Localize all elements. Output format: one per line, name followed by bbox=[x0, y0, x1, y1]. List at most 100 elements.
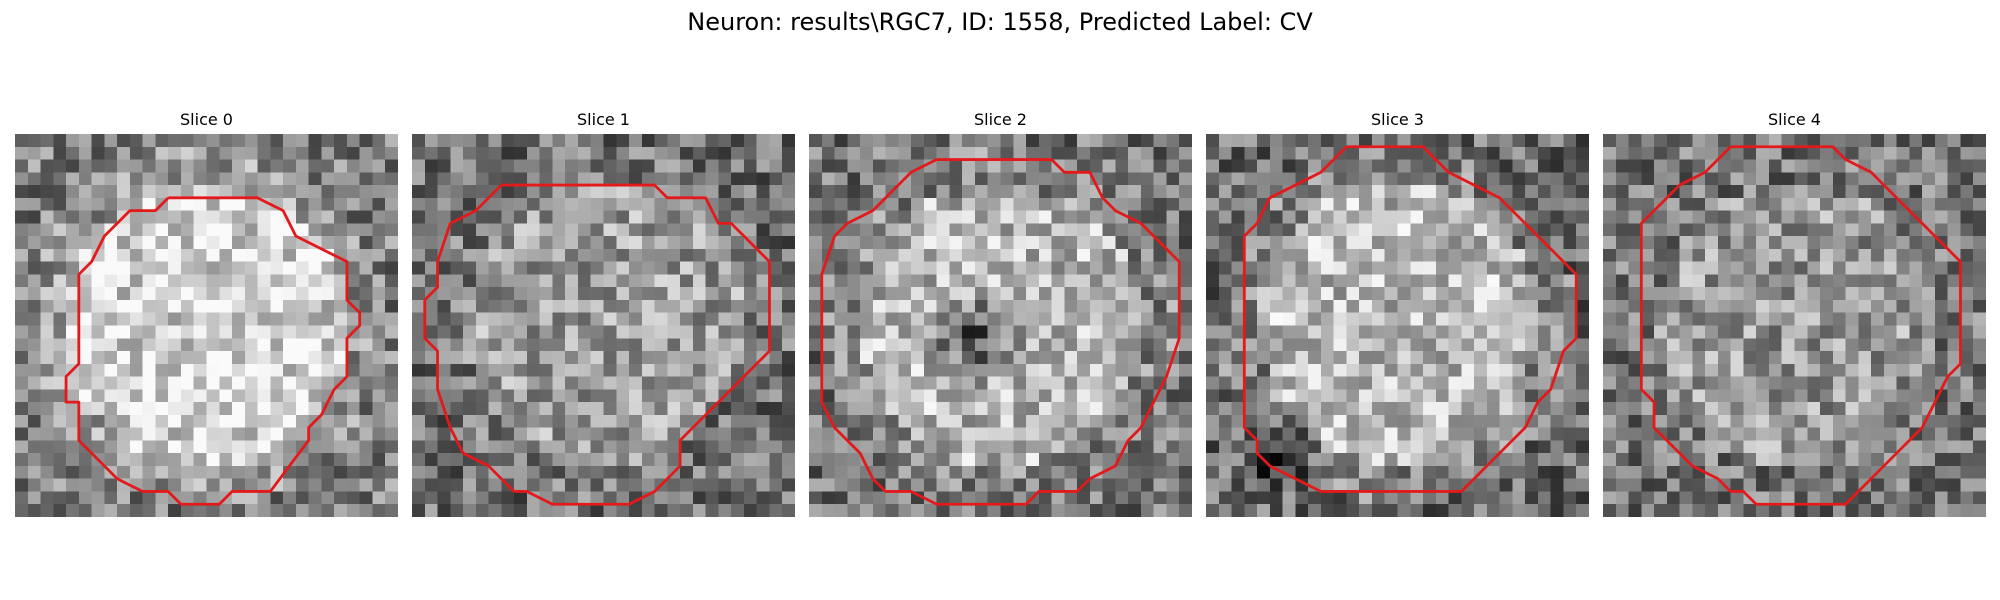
pixel bbox=[372, 478, 386, 492]
pixel bbox=[1064, 325, 1078, 339]
pixel bbox=[1026, 312, 1040, 326]
pixel bbox=[1947, 299, 1961, 313]
pixel bbox=[923, 440, 937, 454]
pixel bbox=[257, 146, 271, 160]
pixel bbox=[949, 223, 963, 237]
pixel bbox=[949, 299, 963, 313]
pixel bbox=[1973, 134, 1986, 148]
pixel bbox=[206, 376, 220, 390]
pixel bbox=[168, 414, 182, 428]
pixel bbox=[872, 287, 886, 301]
pixel bbox=[1026, 223, 1040, 237]
pixel bbox=[117, 134, 131, 148]
pixel bbox=[463, 389, 477, 403]
pixel bbox=[117, 491, 131, 505]
pixel bbox=[885, 453, 899, 467]
pixel bbox=[66, 236, 80, 250]
pixel bbox=[680, 338, 694, 352]
pixel bbox=[834, 363, 848, 377]
pixel bbox=[1346, 478, 1360, 492]
pixel bbox=[514, 236, 528, 250]
pixel bbox=[1603, 159, 1617, 173]
pixel bbox=[155, 210, 169, 224]
pixel bbox=[782, 389, 795, 403]
pixel bbox=[756, 504, 770, 517]
pixel bbox=[936, 465, 950, 479]
pixel bbox=[372, 312, 386, 326]
pixel bbox=[180, 299, 194, 313]
pixel bbox=[244, 325, 258, 339]
pixel bbox=[782, 402, 795, 416]
pixel bbox=[590, 274, 604, 288]
pixel bbox=[142, 453, 156, 467]
pixel bbox=[1692, 478, 1706, 492]
pixel bbox=[66, 210, 80, 224]
pixel bbox=[359, 248, 373, 262]
pixel bbox=[1064, 491, 1078, 505]
pixel bbox=[501, 159, 515, 173]
pixel bbox=[1845, 325, 1859, 339]
pixel bbox=[756, 210, 770, 224]
pixel bbox=[283, 402, 297, 416]
pixel bbox=[743, 440, 757, 454]
pixel bbox=[1115, 414, 1129, 428]
pixel bbox=[1603, 261, 1617, 275]
pixel bbox=[1896, 338, 1910, 352]
pixel bbox=[705, 261, 719, 275]
pixel bbox=[1410, 197, 1424, 211]
pixel bbox=[885, 134, 899, 148]
pixel bbox=[731, 299, 745, 313]
pixel bbox=[463, 402, 477, 416]
pixel bbox=[1486, 389, 1500, 403]
pixel bbox=[654, 376, 668, 390]
pixel bbox=[1832, 134, 1846, 148]
pixel bbox=[372, 134, 386, 148]
pixel bbox=[1666, 351, 1680, 365]
pixel bbox=[463, 223, 477, 237]
pixel bbox=[1179, 236, 1192, 250]
pixel bbox=[1206, 414, 1220, 428]
pixel bbox=[769, 287, 783, 301]
pixel bbox=[539, 376, 553, 390]
pixel bbox=[718, 223, 732, 237]
pixel bbox=[359, 197, 373, 211]
pixel bbox=[923, 197, 937, 211]
pixel bbox=[1692, 185, 1706, 199]
pixel bbox=[308, 427, 322, 441]
pixel bbox=[180, 465, 194, 479]
pixel bbox=[1448, 172, 1462, 186]
pixel bbox=[1781, 376, 1795, 390]
pixel bbox=[1781, 248, 1795, 262]
pixel bbox=[1166, 185, 1180, 199]
pixel bbox=[1333, 172, 1347, 186]
pixel bbox=[974, 465, 988, 479]
pixel bbox=[385, 465, 398, 479]
pixel bbox=[424, 159, 438, 173]
pixel bbox=[1320, 504, 1334, 517]
pixel bbox=[1628, 478, 1642, 492]
pixel bbox=[860, 402, 874, 416]
pixel bbox=[372, 504, 386, 517]
pixel bbox=[1947, 146, 1961, 160]
pixel bbox=[847, 325, 861, 339]
pixel bbox=[923, 261, 937, 275]
pixel bbox=[488, 261, 502, 275]
pixel bbox=[641, 402, 655, 416]
pixel bbox=[193, 504, 207, 517]
pixel bbox=[53, 172, 67, 186]
pixel bbox=[1832, 414, 1846, 428]
pixel bbox=[385, 402, 398, 416]
pixel bbox=[641, 261, 655, 275]
pixel bbox=[450, 248, 464, 262]
pixel bbox=[1832, 453, 1846, 467]
pixel bbox=[565, 465, 579, 479]
pixel bbox=[1102, 312, 1116, 326]
pixel bbox=[1013, 223, 1027, 237]
pixel bbox=[295, 465, 309, 479]
pixel bbox=[1231, 351, 1245, 365]
pixel bbox=[1973, 210, 1986, 224]
pixel bbox=[654, 363, 668, 377]
pixel bbox=[1563, 427, 1577, 441]
pixel bbox=[1308, 389, 1322, 403]
pixel bbox=[155, 261, 169, 275]
